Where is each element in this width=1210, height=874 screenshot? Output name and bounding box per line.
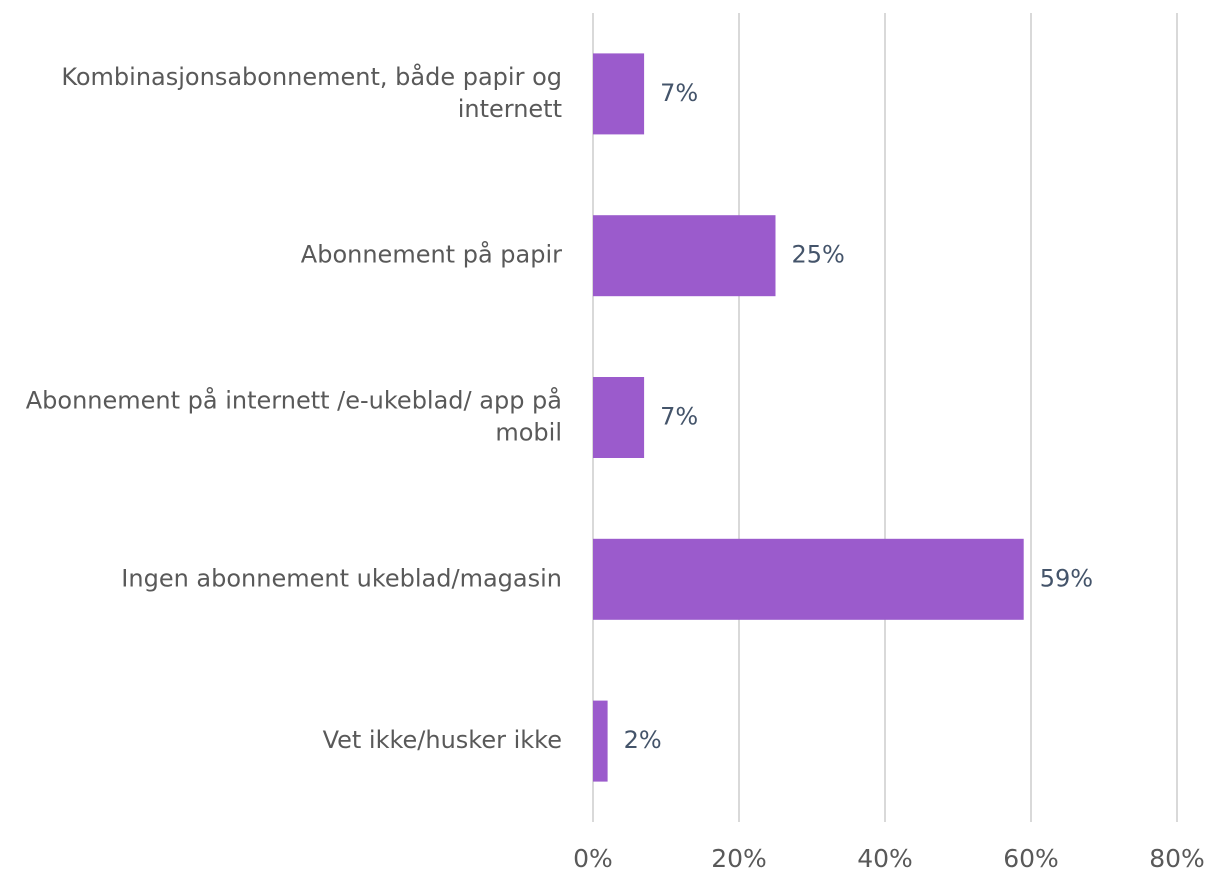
x-tick-label: 20% — [711, 844, 767, 873]
bar — [593, 53, 645, 135]
x-tick-label: 0% — [573, 844, 613, 873]
category-label-line: Vet ikke/husker ikke — [323, 726, 562, 754]
category-label-line: Ingen abonnement ukeblad/magasin — [121, 564, 562, 592]
category-label-line: Abonnement på papir — [301, 240, 562, 269]
category-label: Ingen abonnement ukeblad/magasin — [121, 564, 562, 592]
category-label: Abonnement på internett /e-ukeblad/ app … — [26, 386, 562, 447]
data-label: 59% — [1040, 564, 1093, 592]
x-tick-label: 40% — [857, 844, 913, 873]
data-label: 7% — [660, 403, 698, 431]
category-label: Kombinasjonsabonnement, både papir og int… — [61, 62, 562, 123]
bar — [593, 538, 1024, 620]
category-label-line: Kombinasjonsabonnement, både papir og — [61, 62, 562, 91]
x-tick-label: 80% — [1149, 844, 1205, 873]
category-label-line: mobil — [495, 419, 562, 447]
category-label-line: internett — [458, 95, 562, 123]
data-label: 7% — [660, 79, 698, 107]
bar — [593, 377, 645, 458]
category-label: Abonnement på papir — [301, 240, 562, 269]
category-label-line: Abonnement på internett /e-ukeblad/ app … — [26, 386, 562, 415]
data-label: 2% — [624, 726, 662, 754]
category-label: Vet ikke/husker ikke — [323, 726, 562, 754]
bar — [593, 215, 776, 297]
data-label: 25% — [792, 241, 845, 269]
x-tick-label: 60% — [1003, 844, 1059, 873]
bar — [593, 700, 608, 782]
